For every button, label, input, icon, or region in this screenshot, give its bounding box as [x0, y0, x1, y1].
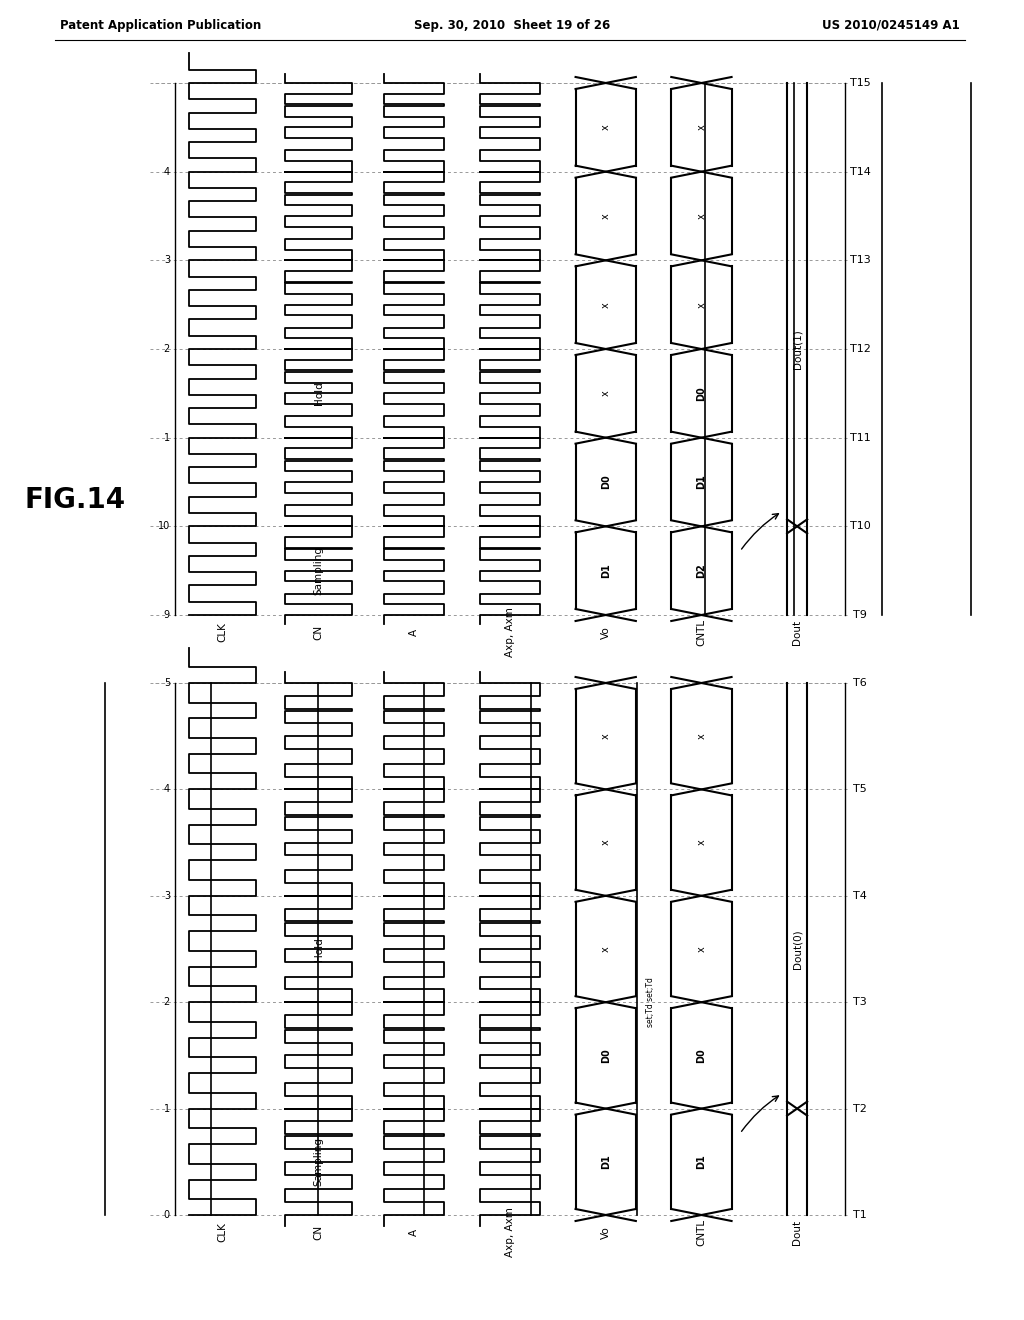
Text: A: A — [410, 1229, 419, 1236]
Text: x: x — [696, 734, 707, 739]
Text: Hold: Hold — [313, 937, 324, 961]
Text: CN: CN — [313, 1225, 324, 1239]
Text: Vo: Vo — [601, 626, 610, 639]
Text: Patent Application Publication: Patent Application Publication — [60, 18, 261, 32]
Text: Dout(0): Dout(0) — [793, 929, 802, 969]
Text: D1: D1 — [601, 1155, 610, 1170]
Text: FIG.14: FIG.14 — [25, 486, 126, 513]
Text: 3: 3 — [164, 255, 170, 265]
Text: T11: T11 — [850, 433, 870, 442]
Text: x: x — [696, 213, 707, 219]
Text: Sampling: Sampling — [313, 546, 324, 595]
Text: D1: D1 — [696, 1155, 707, 1170]
Text: T13: T13 — [850, 255, 870, 265]
Text: CLK: CLK — [218, 1222, 228, 1242]
Text: T12: T12 — [850, 345, 870, 354]
Text: 4: 4 — [164, 166, 170, 177]
Text: T10: T10 — [850, 521, 870, 532]
Text: 2: 2 — [164, 997, 170, 1007]
Text: x: x — [696, 840, 707, 846]
Text: 4: 4 — [164, 784, 170, 795]
Text: x: x — [601, 946, 610, 952]
Text: T1: T1 — [853, 1210, 867, 1220]
Text: T9: T9 — [853, 610, 867, 620]
Text: T6: T6 — [853, 678, 867, 688]
Text: US 2010/0245149 A1: US 2010/0245149 A1 — [822, 18, 961, 32]
Text: 1: 1 — [164, 1104, 170, 1114]
Text: D1: D1 — [696, 475, 707, 490]
Text: 10: 10 — [158, 521, 170, 532]
Text: x: x — [601, 213, 610, 219]
Text: Dout: Dout — [793, 620, 802, 645]
Text: x: x — [696, 302, 707, 308]
Text: T3: T3 — [853, 997, 867, 1007]
Text: x: x — [696, 124, 707, 131]
Text: D1: D1 — [601, 564, 610, 578]
Text: T5: T5 — [853, 784, 867, 795]
Text: D0: D0 — [696, 1048, 707, 1063]
Text: D0: D0 — [696, 385, 707, 401]
Text: Sampling: Sampling — [313, 1138, 324, 1187]
Text: T14: T14 — [850, 166, 870, 177]
Text: Vo: Vo — [601, 1226, 610, 1239]
Text: Axp, Axm: Axp, Axm — [505, 607, 515, 657]
Text: Sep. 30, 2010  Sheet 19 of 26: Sep. 30, 2010 Sheet 19 of 26 — [414, 18, 610, 32]
Text: set;Td set;Td: set;Td set;Td — [646, 977, 655, 1027]
Text: Hold: Hold — [313, 381, 324, 405]
Text: 5: 5 — [164, 678, 170, 688]
Text: CN: CN — [313, 624, 324, 640]
Text: Dout: Dout — [793, 1220, 802, 1245]
Text: 2: 2 — [164, 345, 170, 354]
Text: x: x — [601, 840, 610, 846]
Text: CNTL: CNTL — [696, 619, 707, 645]
Text: D0: D0 — [601, 475, 610, 490]
Text: 0: 0 — [164, 1210, 170, 1220]
Text: x: x — [601, 124, 610, 131]
Text: x: x — [601, 302, 610, 308]
Text: A: A — [410, 628, 419, 636]
Text: 1: 1 — [164, 433, 170, 442]
Text: D0: D0 — [601, 1048, 610, 1063]
Text: x: x — [696, 946, 707, 952]
Text: x: x — [601, 734, 610, 739]
Text: CLK: CLK — [218, 623, 228, 643]
Text: CNTL: CNTL — [696, 1218, 707, 1246]
Text: x: x — [601, 391, 610, 396]
Text: Dout(1): Dout(1) — [793, 329, 802, 368]
Text: 3: 3 — [164, 891, 170, 900]
Text: T15: T15 — [850, 78, 870, 88]
Text: T4: T4 — [853, 891, 867, 900]
Text: D2: D2 — [696, 564, 707, 578]
Text: 9: 9 — [164, 610, 170, 620]
Text: T2: T2 — [853, 1104, 867, 1114]
Text: Axp, Axm: Axp, Axm — [505, 1208, 515, 1258]
